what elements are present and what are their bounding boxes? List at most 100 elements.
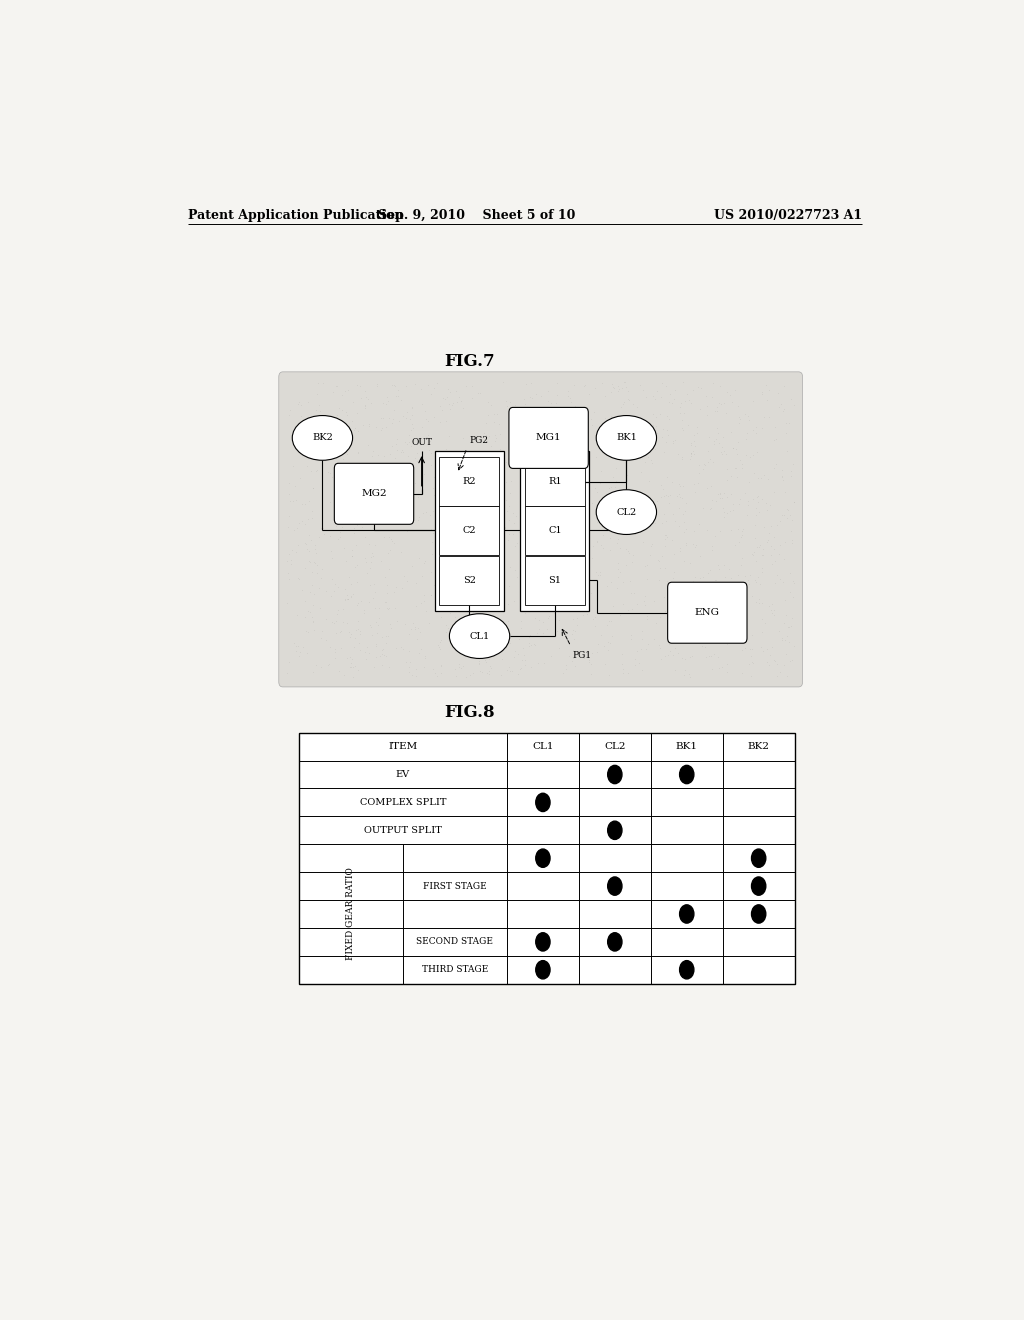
Point	[374, 491, 390, 512]
Point	[541, 605, 557, 626]
Point	[680, 414, 696, 436]
Point	[421, 504, 437, 525]
Point	[523, 576, 540, 597]
Point	[481, 545, 498, 566]
Point	[687, 482, 703, 503]
Point	[427, 523, 443, 544]
Point	[362, 499, 379, 520]
Point	[650, 569, 667, 590]
Point	[583, 663, 599, 684]
Point	[584, 548, 600, 569]
Point	[536, 652, 552, 673]
Point	[778, 665, 795, 686]
Point	[696, 636, 713, 657]
Point	[467, 578, 483, 599]
Point	[740, 405, 757, 426]
Point	[611, 605, 628, 626]
Point	[570, 412, 587, 433]
Point	[380, 598, 396, 619]
Point	[730, 582, 746, 603]
Point	[763, 599, 779, 620]
Point	[366, 574, 382, 595]
Point	[423, 442, 439, 463]
Point	[423, 384, 439, 405]
Point	[482, 473, 499, 494]
Point	[513, 657, 529, 678]
Point	[711, 627, 727, 648]
Point	[672, 403, 688, 424]
Ellipse shape	[292, 416, 352, 461]
Point	[594, 537, 610, 558]
Point	[282, 544, 298, 565]
Point	[774, 504, 791, 525]
Point	[302, 446, 318, 467]
Point	[719, 653, 735, 675]
Point	[535, 517, 551, 539]
Point	[656, 586, 673, 607]
Point	[754, 381, 770, 403]
Point	[438, 438, 455, 459]
Point	[308, 461, 325, 482]
Point	[629, 396, 645, 417]
Point	[648, 422, 665, 444]
Point	[425, 378, 441, 399]
Point	[651, 635, 668, 656]
Point	[624, 479, 640, 500]
Point	[589, 531, 605, 552]
Point	[565, 554, 582, 576]
Point	[607, 458, 624, 479]
Point	[676, 576, 692, 597]
Point	[387, 385, 403, 407]
Point	[562, 391, 579, 412]
Point	[351, 620, 368, 642]
Point	[334, 441, 350, 462]
Point	[770, 383, 786, 404]
Point	[356, 453, 373, 474]
Point	[391, 473, 408, 494]
Point	[479, 451, 496, 473]
Point	[549, 620, 565, 642]
Point	[392, 389, 409, 411]
Point	[296, 433, 312, 454]
Point	[366, 477, 382, 498]
Point	[522, 624, 539, 645]
Point	[484, 457, 501, 478]
Point	[763, 544, 779, 565]
Point	[631, 486, 647, 507]
Point	[291, 569, 307, 590]
Point	[499, 500, 515, 521]
Point	[498, 471, 514, 492]
Point	[665, 430, 681, 451]
Ellipse shape	[450, 614, 510, 659]
Point	[544, 413, 560, 434]
Point	[573, 437, 590, 458]
Point	[521, 627, 538, 648]
Point	[758, 492, 774, 513]
Point	[395, 405, 412, 426]
Point	[703, 539, 720, 560]
Point	[671, 630, 687, 651]
Point	[417, 645, 433, 667]
Point	[678, 532, 694, 553]
Point	[649, 491, 666, 512]
Point	[647, 438, 664, 459]
Point	[743, 544, 760, 565]
Point	[537, 470, 553, 491]
Point	[537, 511, 553, 532]
Point	[719, 458, 735, 479]
Point	[329, 375, 345, 396]
Point	[358, 636, 375, 657]
Point	[337, 578, 353, 599]
Point	[334, 399, 350, 420]
Point	[620, 477, 636, 498]
Point	[428, 599, 444, 620]
Point	[398, 401, 415, 422]
Point	[356, 397, 373, 418]
Point	[388, 440, 404, 461]
Point	[509, 644, 525, 665]
Point	[483, 449, 500, 470]
Point	[715, 498, 731, 519]
Point	[333, 491, 349, 512]
Point	[655, 441, 672, 462]
Point	[408, 447, 424, 469]
